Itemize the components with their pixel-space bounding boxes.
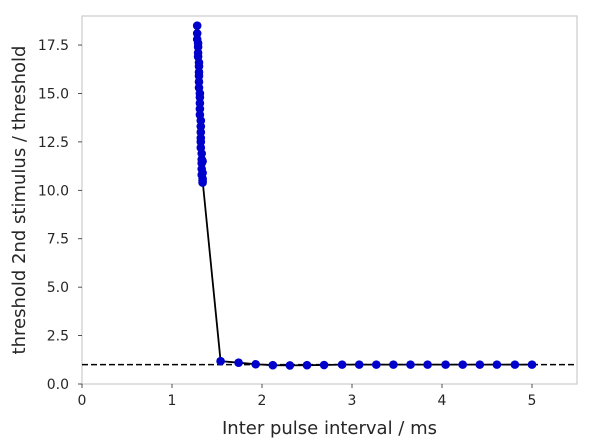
y-tick-label: 5.0	[47, 280, 69, 296]
data-point	[527, 360, 537, 369]
data-point	[475, 360, 485, 369]
data-point	[198, 168, 207, 178]
plot-frame	[81, 15, 578, 385]
data-point	[423, 360, 432, 369]
data-points	[192, 21, 537, 370]
y-tick-label: 12.5	[38, 135, 69, 151]
data-point	[441, 360, 450, 369]
x-tick-label: 5	[528, 393, 537, 409]
y-tick-label: 17.5	[38, 38, 69, 54]
y-ticks: 0.0 2.5 5.0 7.5 10.0 12.5 15.0 17.5	[38, 38, 82, 393]
data-point	[234, 358, 243, 367]
x-axis-label: Inter pulse interval / ms	[222, 418, 437, 439]
data-point	[319, 360, 329, 370]
y-tick-label: 2.5	[47, 329, 69, 345]
data-point	[198, 176, 207, 185]
data-point	[389, 360, 398, 369]
data-point	[492, 360, 502, 369]
data-point	[510, 360, 520, 369]
data-point	[216, 356, 225, 366]
data-point	[302, 360, 312, 370]
data-point	[372, 360, 381, 369]
x-tick-label: 1	[168, 393, 177, 409]
x-tick-label: 2	[258, 393, 267, 409]
data-point	[198, 156, 207, 166]
data-point	[337, 360, 347, 369]
y-tick-label: 10.0	[38, 183, 69, 199]
data-point	[406, 360, 415, 369]
data-point	[268, 360, 278, 370]
data-point	[251, 359, 260, 369]
y-axis-label: threshold 2nd stimulus / threshold	[9, 46, 30, 355]
x-tick-label: 0	[78, 393, 87, 409]
y-tick-label: 7.5	[47, 232, 69, 248]
y-tick-label: 15.0	[38, 86, 69, 102]
x-ticks: 0 1 2 3 4 5	[78, 384, 537, 409]
data-point	[354, 360, 364, 369]
data-point	[285, 361, 295, 370]
y-tick-label: 0.0	[47, 377, 69, 393]
data-point	[192, 21, 202, 30]
data-point	[458, 360, 468, 369]
x-tick-label: 4	[438, 393, 447, 409]
x-tick-label: 3	[348, 393, 357, 409]
